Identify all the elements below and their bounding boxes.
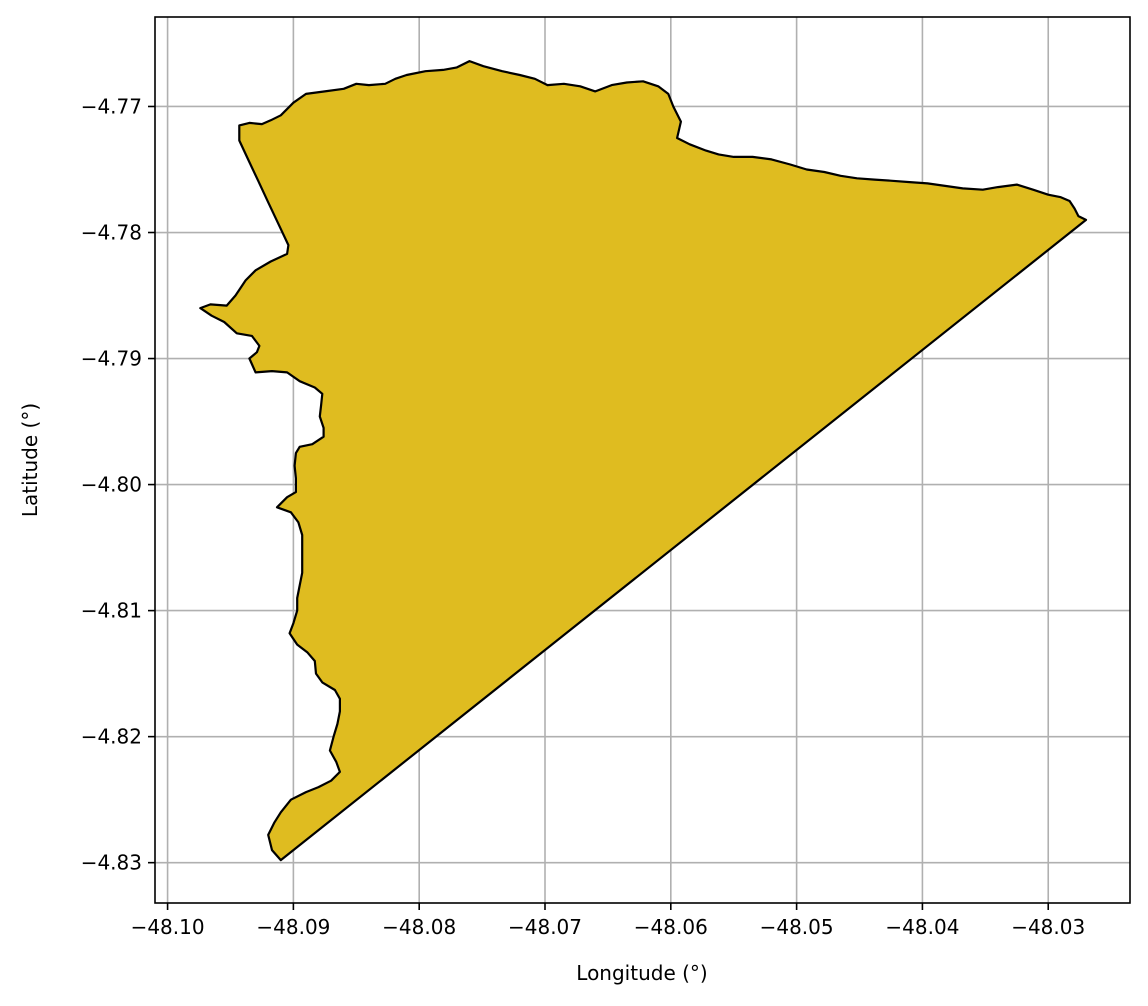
x-tick-label: −48.09: [256, 915, 330, 939]
x-tick-label: −48.08: [382, 915, 456, 939]
y-tick-label: −4.83: [81, 851, 142, 875]
y-tick-label: −4.78: [81, 221, 142, 245]
plot-frame: [154, 16, 1131, 904]
x-tick-label: −48.06: [634, 915, 708, 939]
x-tick-label: −48.07: [508, 915, 582, 939]
x-axis-label: Longitude (°): [576, 961, 707, 985]
map-region-layer: [199, 60, 1088, 862]
x-tick-label: −48.03: [1011, 915, 1085, 939]
y-tick-label: −4.81: [81, 599, 142, 623]
y-tick-label: −4.77: [81, 94, 142, 118]
region-polygon: [199, 60, 1088, 862]
y-tick-label: −4.80: [81, 473, 142, 497]
x-tick-label: −48.04: [885, 915, 959, 939]
y-tick-label: −4.79: [81, 347, 142, 371]
x-tick-label: −48.10: [131, 915, 205, 939]
x-axis-ticks: −48.10 −48.09 −48.08 −48.07 −48.06 −48.05 −48.…: [131, 903, 1085, 939]
y-tick-label: −4.82: [81, 725, 142, 749]
y-axis-label: Latitude (°): [18, 403, 42, 517]
x-tick-label: −48.05: [760, 915, 834, 939]
y-axis-ticks: −4.77 −4.78 −4.79 −4.80 −4.81 −4.82 −4.83: [81, 94, 155, 875]
